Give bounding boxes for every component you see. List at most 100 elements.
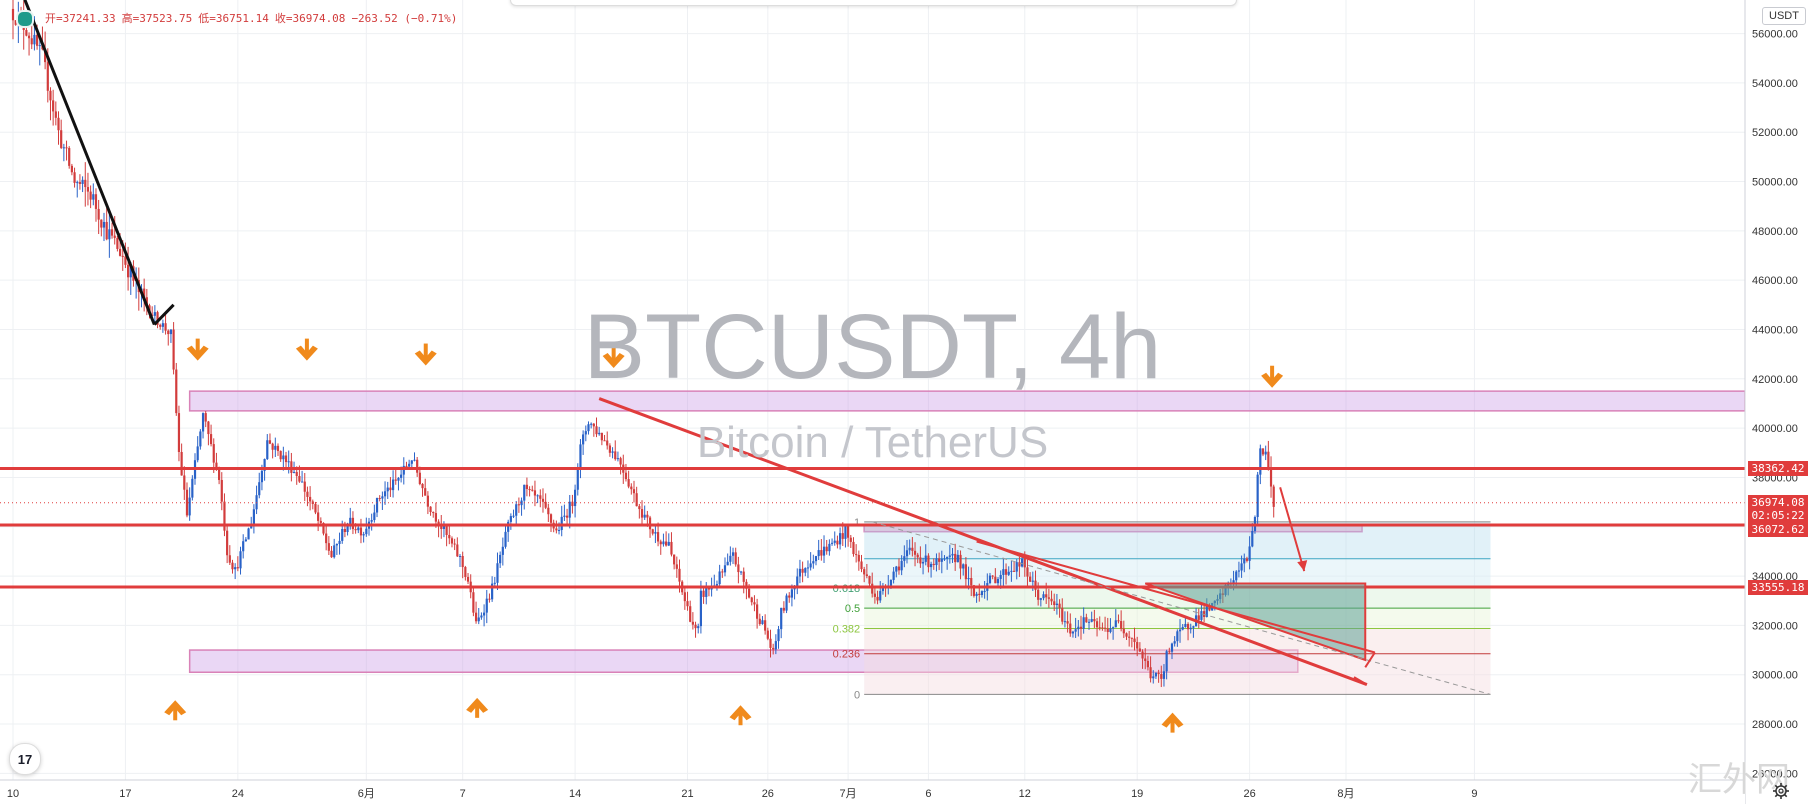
- candle-body: [300, 481, 304, 483]
- candle-body: [1184, 623, 1187, 627]
- candle-body: [817, 550, 820, 557]
- candle-body: [450, 538, 454, 544]
- price-tick-label: 54000.00: [1752, 78, 1798, 90]
- candle-body: [678, 568, 681, 582]
- candle-body: [1120, 621, 1123, 629]
- candle-body: [60, 130, 63, 148]
- fib-level-label: 0.236: [833, 649, 861, 661]
- candle-body: [967, 577, 970, 580]
- candle-body: [1251, 530, 1254, 547]
- candle-body: [576, 469, 579, 490]
- candle-body: [742, 571, 745, 582]
- price-scale-label: 38362.42: [1748, 461, 1808, 476]
- candle-body: [638, 506, 641, 510]
- candle-body: [1063, 621, 1067, 623]
- wedge-line: [1353, 676, 1368, 686]
- candle-body: [587, 424, 590, 432]
- candle-body: [100, 219, 103, 228]
- candle-body: [726, 561, 729, 566]
- ohlc-item: −263.52 (−0.71%): [351, 12, 458, 25]
- candle-body: [541, 498, 545, 502]
- candle-body: [1267, 451, 1270, 468]
- time-tick-label: 7: [460, 788, 466, 800]
- time-tick-label: 6月: [358, 788, 375, 800]
- candle-body: [897, 566, 901, 571]
- candle-body: [263, 459, 266, 471]
- candle-body: [683, 592, 686, 602]
- candle-body: [209, 434, 213, 445]
- candle-body: [341, 528, 344, 541]
- candle-body: [400, 474, 403, 478]
- candle-body: [287, 461, 290, 463]
- candle-body: [921, 561, 925, 564]
- candle-body: [1023, 558, 1026, 568]
- currency-button[interactable]: USDT: [1762, 7, 1806, 25]
- candle-body: [14, 20, 17, 25]
- candle-body: [1154, 672, 1158, 677]
- candle-body: [814, 556, 818, 562]
- candle-body: [1015, 562, 1018, 572]
- price-tick-label: 40000.00: [1752, 423, 1798, 435]
- top-drawing-panel[interactable]: [510, 0, 1237, 6]
- price-scale-label: 36072.62: [1748, 521, 1808, 537]
- price-tick-label: 32000.00: [1752, 620, 1798, 632]
- trend-line: [23, 0, 156, 326]
- candle-body: [282, 455, 285, 460]
- candle-body: [424, 488, 427, 496]
- ohlc-item: 高=37523.75: [121, 12, 193, 25]
- candle-body: [408, 463, 411, 467]
- candle-body: [172, 329, 175, 370]
- candle-body: [440, 526, 443, 530]
- candle-body: [582, 434, 585, 445]
- candle-body: [461, 555, 464, 568]
- candle-body: [574, 489, 577, 507]
- candle-body: [46, 62, 49, 91]
- candle-body: [1085, 617, 1088, 623]
- candle-body: [349, 517, 352, 525]
- candle-body: [464, 567, 467, 577]
- candle-body: [822, 546, 826, 556]
- candle-body: [635, 493, 638, 507]
- candle-body: [1058, 603, 1061, 608]
- candle-body: [159, 324, 162, 327]
- candle-body: [1109, 628, 1112, 632]
- candle-body: [980, 591, 984, 595]
- candle-body: [549, 514, 553, 523]
- candle-body: [1103, 627, 1107, 629]
- candle-body: [129, 266, 132, 278]
- gear-icon[interactable]: [1772, 782, 1790, 800]
- candle-body: [73, 172, 76, 183]
- candle-body: [820, 550, 823, 556]
- arrow-down-icon: [295, 345, 318, 361]
- candle-body: [1029, 576, 1032, 582]
- candle-body: [943, 558, 946, 560]
- candle-body: [1098, 627, 1101, 629]
- candle-body: [772, 647, 775, 650]
- candle-body: [485, 598, 488, 613]
- candle-body: [790, 589, 794, 598]
- candle-body: [191, 478, 194, 498]
- candle-body: [523, 484, 526, 501]
- candle-body: [1130, 637, 1133, 639]
- candle-body: [442, 526, 446, 530]
- candle-body: [785, 595, 788, 611]
- candle-body: [782, 607, 785, 611]
- candle-body: [691, 621, 694, 625]
- candle-body: [611, 451, 614, 453]
- candle-body: [729, 555, 732, 562]
- candle-body: [386, 487, 389, 492]
- candle-body: [458, 555, 462, 557]
- candle-body: [1208, 605, 1211, 611]
- candle-body: [62, 147, 65, 149]
- candle-body: [847, 526, 850, 538]
- candle-body: [298, 476, 301, 482]
- candle-body: [330, 550, 333, 558]
- candle-body: [651, 529, 654, 534]
- candle-body: [30, 38, 33, 45]
- candle-body: [466, 576, 470, 582]
- candle-body: [1074, 629, 1077, 632]
- candle-body: [525, 484, 529, 490]
- tradingview-logo[interactable]: 17: [9, 743, 41, 775]
- time-tick-label: 19: [1131, 788, 1143, 800]
